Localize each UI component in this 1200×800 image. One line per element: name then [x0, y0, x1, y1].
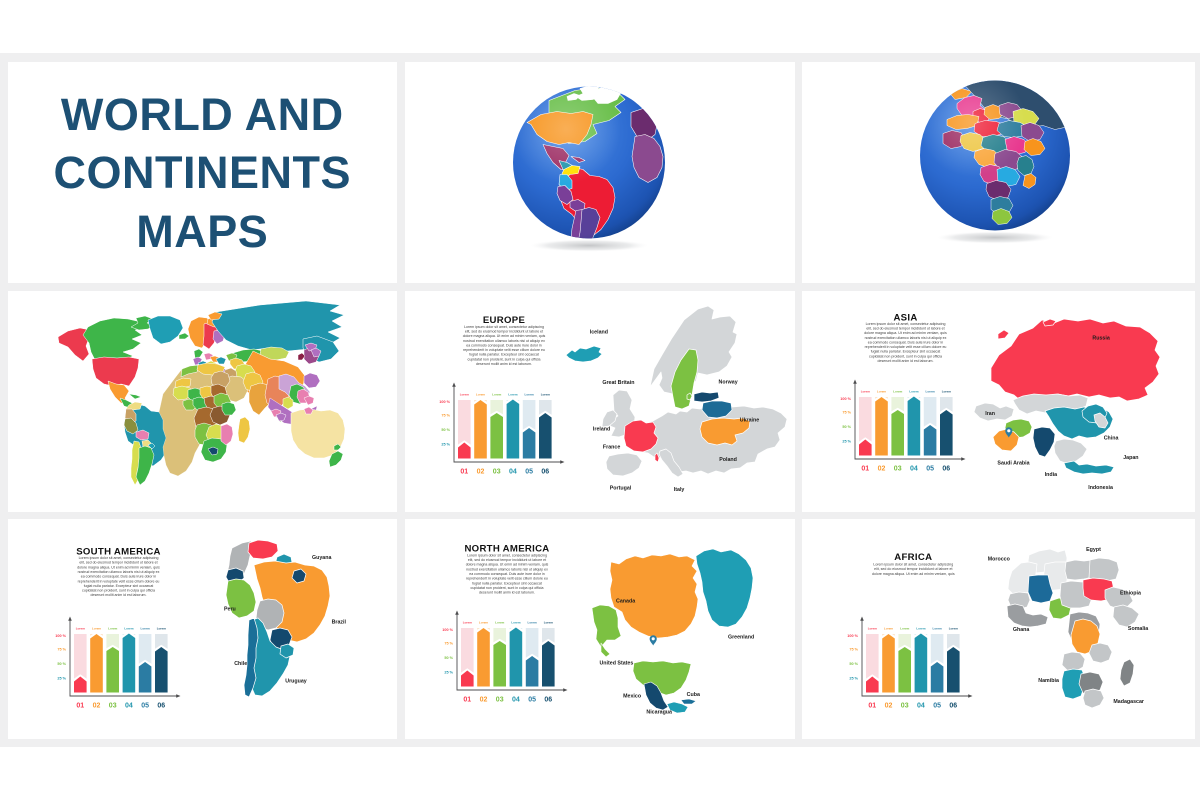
svg-text:reprehenderit in voluptate vel: reprehenderit in voluptate velit esse ci… [466, 576, 548, 580]
svg-text:Greenland: Greenland [727, 634, 753, 640]
svg-text:cupidatat non proident, sunt i: cupidatat non proident, sunt in culpa qu… [869, 354, 942, 358]
svg-text:elit, sed do eiusmod tempor in: elit, sed do eiusmod tempor incididunt u… [464, 329, 542, 333]
svg-text:fugiat nulla pariatur. Excepte: fugiat nulla pariatur. Excepteur sint oc… [83, 583, 153, 587]
svg-text:reprehenderit in voluptate vel: reprehenderit in voluptate velit esse ci… [463, 348, 545, 352]
svg-text:Namibia: Namibia [1038, 678, 1059, 684]
svg-text:fugiat nulla pariatur. Excepte: fugiat nulla pariatur. Excepteur sint oc… [472, 581, 542, 585]
svg-text:Nicaragua: Nicaragua [646, 709, 672, 715]
svg-text:Ghana: Ghana [1012, 627, 1029, 633]
svg-text:elit, sed do eiusmod tempor in: elit, sed do eiusmod tempor incididunt u… [467, 558, 545, 562]
svg-text:ASIA: ASIA [893, 312, 917, 323]
svg-text:Ethiopia: Ethiopia [1120, 590, 1141, 596]
svg-text:elit, sed do eiusmod tempor in: elit, sed do eiusmod tempor incididunt u… [874, 567, 952, 571]
svg-text:dolore magna aliqua. Ut enim a: dolore magna aliqua. Ut enim ad minim ve… [77, 565, 160, 569]
svg-text:Lorem ipsum dolor sit amet, co: Lorem ipsum dolor sit amet, consectetur … [464, 325, 544, 329]
svg-text:Russia: Russia [1092, 335, 1109, 341]
svg-text:Lorem ipsum dolor sit amet, co: Lorem ipsum dolor sit amet, consectetur … [78, 556, 158, 560]
svg-text:ea commodo consequat. Duis aut: ea commodo consequat. Duis aute irure do… [80, 574, 156, 578]
svg-text:deserunt mollit anim id est la: deserunt mollit anim id est laborum. [476, 362, 532, 366]
svg-text:ea commodo consequat. Duis aut: ea commodo consequat. Duis aute irure do… [466, 343, 542, 347]
svg-text:dolore magna aliqua. Ut enim a: dolore magna aliqua. Ut enim ad minim ve… [871, 571, 954, 575]
svg-text:Ireland: Ireland [592, 426, 609, 432]
svg-text:Canada: Canada [616, 598, 635, 604]
svg-text:EUROPE: EUROPE [482, 315, 525, 326]
svg-text:France: France [602, 444, 619, 450]
svg-text:dolore magna aliqua. Ut enim a: dolore magna aliqua. Ut enim ad minim ve… [465, 562, 548, 566]
svg-text:deserunt mollit anim id est la: deserunt mollit anim id est laborum. [90, 593, 146, 597]
svg-text:reprehenderit in voluptate vel: reprehenderit in voluptate velit esse ci… [77, 579, 159, 583]
svg-text:Ukraine: Ukraine [739, 418, 758, 424]
svg-text:Guyana: Guyana [311, 555, 330, 561]
svg-text:Somalia: Somalia [1127, 626, 1147, 632]
svg-text:China: China [1103, 435, 1118, 441]
svg-text:deserunt mollit anim id est la: deserunt mollit anim id est laborum. [877, 359, 933, 363]
svg-text:Mexico: Mexico [623, 693, 642, 699]
svg-text:Egypt: Egypt [1086, 546, 1101, 552]
svg-text:nostrud exercitation ullamco l: nostrud exercitation ullamco laboris nis… [463, 339, 545, 343]
svg-text:Cuba: Cuba [686, 692, 699, 698]
svg-text:dolore magna aliqua. Ut enim a: dolore magna aliqua. Ut enim ad minim ve… [462, 334, 545, 338]
svg-text:SOUTH AMERICA: SOUTH AMERICA [76, 546, 161, 557]
svg-text:Norway: Norway [718, 379, 737, 385]
svg-text:India: India [1044, 472, 1056, 478]
svg-text:Brazil: Brazil [331, 619, 346, 625]
svg-text:nostrud exercitation ullamco l: nostrud exercitation ullamco laboris nis… [864, 336, 946, 340]
svg-text:Iran: Iran [985, 411, 995, 417]
svg-text:ea commodo consequat. Duis aut: ea commodo consequat. Duis aute irure do… [469, 572, 545, 576]
svg-text:Saudi Arabia: Saudi Arabia [997, 461, 1029, 467]
svg-text:Japan: Japan [1123, 455, 1138, 461]
svg-text:cupidatat non proident, sunt i: cupidatat non proident, sunt in culpa qu… [467, 357, 540, 361]
svg-text:Portugal: Portugal [609, 485, 631, 491]
svg-text:deserunt mollit anim id est la: deserunt mollit anim id est laborum. [479, 590, 535, 594]
svg-text:Indonesia: Indonesia [1088, 485, 1113, 491]
svg-text:Great Britain: Great Britain [602, 380, 634, 386]
svg-text:nostrud exercitation ullamco l: nostrud exercitation ullamco laboris nis… [77, 569, 159, 573]
svg-text:cupidatat non proident, sunt i: cupidatat non proident, sunt in culpa qu… [470, 585, 543, 589]
svg-text:Uruguay: Uruguay [285, 678, 307, 684]
svg-text:Lorem ipsum dolor sit amet, co: Lorem ipsum dolor sit amet, consectetur … [467, 553, 547, 557]
svg-text:nostrud exercitation ullamco l: nostrud exercitation ullamco laboris nis… [466, 567, 548, 571]
svg-text:elit, sed do eiusmod tempor in: elit, sed do eiusmod tempor incididunt u… [866, 326, 944, 330]
svg-text:Lorem ipsum dolor sit amet, co: Lorem ipsum dolor sit amet, consectetur … [873, 562, 953, 566]
svg-text:Poland: Poland [719, 457, 737, 463]
svg-text:elit, sed do eiusmod tempor in: elit, sed do eiusmod tempor incididunt u… [79, 560, 157, 564]
svg-text:Iceland: Iceland [589, 329, 607, 335]
svg-text:United States: United States [599, 660, 633, 666]
svg-text:Chile: Chile [234, 660, 247, 666]
svg-text:Italy: Italy [673, 487, 684, 493]
svg-text:AFRICA: AFRICA [894, 551, 932, 562]
svg-text:Peru: Peru [224, 606, 236, 612]
svg-text:reprehenderit in voluptate vel: reprehenderit in voluptate velit esse ci… [864, 345, 946, 349]
svg-text:fugiat nulla pariatur. Excepte: fugiat nulla pariatur. Excepteur sint oc… [469, 353, 539, 357]
svg-text:Morocco: Morocco [987, 556, 1010, 562]
svg-text:Madagascar: Madagascar [1113, 698, 1144, 704]
svg-text:NORTH AMERICA: NORTH AMERICA [464, 543, 549, 554]
svg-text:ea commodo consequat. Duis aut: ea commodo consequat. Duis aute irure do… [867, 340, 943, 344]
svg-text:cupidatat non proident, sunt i: cupidatat non proident, sunt in culpa qu… [82, 588, 155, 592]
svg-text:fugiat nulla pariatur. Excepte: fugiat nulla pariatur. Excepteur sint oc… [870, 350, 940, 354]
svg-text:dolore magna aliqua. Ut enim a: dolore magna aliqua. Ut enim ad minim ve… [864, 331, 947, 335]
svg-text:Lorem ipsum dolor sit amet, co: Lorem ipsum dolor sit amet, consectetur … [865, 322, 945, 326]
